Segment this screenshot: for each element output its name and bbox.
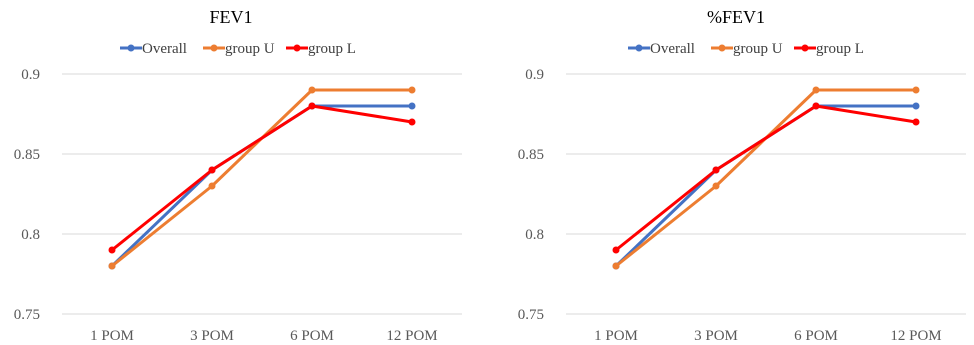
percent-fev1-point-group-l [712, 166, 720, 174]
percent-fev1-y-tick-label: 0.9 [525, 67, 544, 83]
percent-fev1-point-overall [912, 102, 920, 110]
percent-fev1-y-tick-label: 0.8 [525, 227, 544, 243]
percent-fev1-x-tick-label: 3 POM [694, 328, 738, 344]
fev1-y-tick-label: 0.75 [14, 307, 40, 323]
fev1-point-overall [408, 102, 416, 110]
fev1-x-tick-label: 3 POM [190, 328, 234, 344]
fev1-chart: FEV1 0.75 0.8 0.85 0.9 1 POM 3 POM 6 POM 12 POM O… [14, 7, 462, 344]
fev1-point-group-l [308, 102, 316, 110]
percent-fev1-point-group-l [812, 102, 820, 110]
percent-fev1-legend-label-group-u: group U [733, 41, 783, 57]
fev1-series-line-overall [110, 104, 414, 268]
percent-fev1-series-line-overall [614, 104, 918, 268]
percent-fev1-legend-marker-group-l [801, 44, 809, 52]
fev1-x-tick-label: 12 POM [386, 328, 437, 344]
fev1-legend-marker-overall [127, 44, 135, 52]
percent-fev1-legend-label-overall: Overall [650, 41, 695, 57]
percent-fev1-point-group-u [912, 86, 920, 94]
fev1-point-group-l [108, 246, 116, 254]
percent-fev1-legend-marker-group-u [718, 44, 726, 52]
fev1-point-group-u [408, 86, 416, 94]
fev1-series-line-group-u [110, 88, 414, 268]
fev1-y-tick-label: 0.8 [21, 227, 40, 243]
fev1-point-group-u [208, 182, 216, 190]
percent-fev1-point-group-l [912, 118, 920, 126]
fev1-y-tick-label: 0.9 [21, 67, 40, 83]
percent-fev1-x-tick-label: 1 POM [594, 328, 638, 344]
percent-fev1-x-tick-label: 6 POM [794, 328, 838, 344]
percent-fev1-x-tick-label: 12 POM [890, 328, 941, 344]
fev1-legend-marker-group-u [210, 44, 218, 52]
percent-fev1-title: %FEV1 [707, 7, 765, 27]
fev1-title: FEV1 [209, 7, 252, 27]
percent-fev1-point-group-u [612, 262, 620, 270]
fev1-point-group-l [208, 166, 216, 174]
percent-fev1-point-group-u [812, 86, 820, 94]
fev1-x-tick-label: 6 POM [290, 328, 334, 344]
fev1-point-group-l [408, 118, 416, 126]
percent-fev1-point-group-l [612, 246, 620, 254]
percent-fev1-legend-marker-overall [635, 44, 643, 52]
fev1-legend-label-overall: Overall [142, 41, 187, 57]
percent-fev1-y-tick-label: 0.85 [518, 147, 544, 163]
fev1-y-tick-label: 0.85 [14, 147, 40, 163]
percent-fev1-chart: %FEV1 0.75 0.8 0.85 0.9 1 POM 3 POM 6 POM 12 POM… [518, 7, 966, 344]
percent-fev1-y-tick-label: 0.75 [518, 307, 544, 323]
fev1-legend-label-group-u: group U [225, 41, 275, 57]
fev1-legend-label-group-l: group L [308, 41, 356, 57]
fev1-legend-marker-group-l [293, 44, 301, 52]
fev1-point-group-u [308, 86, 316, 94]
fev1-point-group-u [108, 262, 116, 270]
percent-fev1-series-line-group-u [614, 88, 918, 268]
fev1-series-line-group-l [110, 104, 414, 252]
percent-fev1-legend-label-group-l: group L [816, 41, 864, 57]
percent-fev1-point-group-u [712, 182, 720, 190]
percent-fev1-series-line-group-l [614, 104, 918, 252]
fev1-x-tick-label: 1 POM [90, 328, 134, 344]
